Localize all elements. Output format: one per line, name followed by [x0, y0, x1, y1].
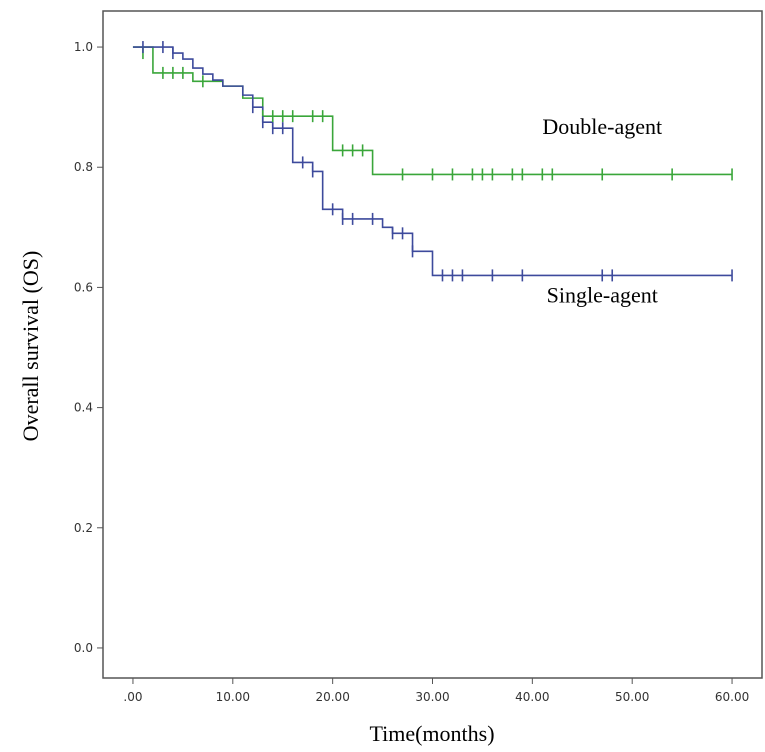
series-annotations: Double-agent Single-agent	[542, 114, 662, 307]
double-agent-curve	[132, 46, 733, 176]
single-agent-curve	[132, 46, 733, 277]
y-tick-label: 1.0	[74, 40, 93, 54]
plot-frame	[102, 10, 763, 679]
x-tick-label: 30.00	[415, 690, 449, 704]
x-axis-ticks: .00 10.00 20.00 30.00 40.00 50.00 60.00	[123, 678, 749, 704]
x-axis-title: Time(months)	[369, 721, 494, 746]
x-tick-label: 60.00	[715, 690, 749, 704]
x-tick-label: 10.00	[216, 690, 250, 704]
y-tick-label: 0.2	[74, 521, 93, 535]
y-tick-label: 0.6	[74, 280, 93, 294]
y-tick-label: 0.8	[74, 160, 93, 174]
y-tick-label: 0.4	[74, 401, 93, 415]
x-tick-label: .00	[123, 690, 142, 704]
series-label: Single-agent	[547, 282, 658, 307]
y-axis-ticks: 0.0 0.2 0.4 0.6 0.8 1.0	[74, 40, 103, 655]
y-tick-label: 0.0	[74, 641, 93, 655]
series-label: Double-agent	[542, 114, 662, 139]
x-tick-label: 50.00	[615, 690, 649, 704]
y-axis-title: Overall survival (OS)	[18, 251, 43, 442]
censor-marks	[142, 41, 733, 282]
x-tick-label: 20.00	[315, 690, 349, 704]
survival-curves	[132, 46, 733, 277]
x-tick-label: 40.00	[515, 690, 549, 704]
